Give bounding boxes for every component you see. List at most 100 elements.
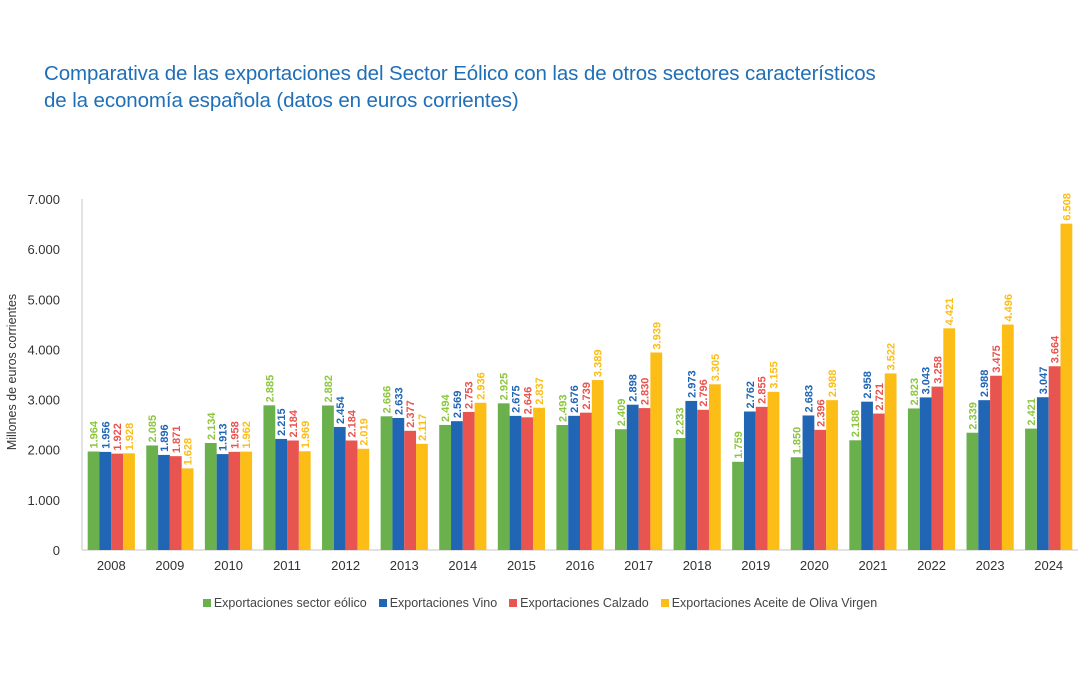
bar: [884, 373, 897, 550]
x-tick-label: 2009: [155, 558, 184, 573]
y-tick-label: 5.000: [27, 292, 60, 307]
data-label: 3.475: [991, 345, 1003, 373]
bar: [380, 416, 393, 550]
bar: [1060, 223, 1073, 551]
bar: [228, 451, 241, 550]
bar: [521, 417, 534, 550]
legend-item: Exportaciones Calzado: [509, 596, 649, 610]
bar: [861, 401, 873, 550]
bar: [1001, 324, 1014, 550]
x-tick-label: 2012: [331, 558, 360, 573]
bar: [697, 409, 709, 550]
bar: [533, 407, 546, 550]
data-label: 2.898: [628, 374, 640, 402]
y-tick-label: 1.000: [27, 493, 60, 508]
data-label: 2.796: [698, 379, 710, 407]
data-label: 2.184: [347, 409, 359, 437]
bar: [673, 438, 686, 550]
data-label: 2.988: [979, 370, 991, 398]
data-label: 2.885: [264, 375, 276, 403]
bar: [181, 468, 194, 550]
bar: [298, 451, 311, 550]
bar: [978, 400, 991, 550]
legend-label: Exportaciones Aceite de Oliva Virgen: [671, 596, 878, 610]
legend: Exportaciones sector eólico Exportaciones…: [0, 596, 1080, 610]
bar: [216, 454, 229, 550]
data-label: 1.956: [100, 421, 112, 449]
data-label: 2.683: [803, 385, 815, 413]
bar: [556, 424, 569, 550]
bar: [907, 408, 920, 550]
y-tick-label: 2.000: [27, 443, 60, 458]
x-tick-label: 2011: [273, 558, 301, 573]
bar: [392, 417, 405, 550]
x-tick-label: 2010: [214, 558, 243, 573]
data-label: 3.047: [1038, 367, 1050, 395]
bar: [943, 328, 956, 550]
data-label: 1.628: [183, 438, 195, 466]
data-label: 2.739: [581, 382, 593, 410]
bar: [650, 352, 663, 550]
bar: [919, 397, 932, 550]
bar: [743, 411, 756, 550]
data-label: 1.962: [241, 421, 253, 449]
legend-item: Exportaciones sector eólico: [202, 596, 367, 610]
legend-swatch: [202, 599, 211, 607]
bar: [1048, 366, 1061, 550]
bar: [638, 408, 651, 550]
data-label: 2.396: [815, 399, 827, 427]
x-tick-label: 2019: [741, 558, 770, 573]
bar: [451, 421, 463, 550]
data-label: 1.958: [229, 421, 241, 449]
bar: [240, 451, 253, 550]
bar: [204, 443, 217, 550]
y-axis-title: Millones de euros corrientes: [5, 294, 19, 450]
x-tick-label: 2016: [566, 558, 595, 573]
bar: [146, 445, 159, 550]
data-label: 2.837: [534, 377, 546, 405]
data-label: 1.913: [218, 424, 230, 452]
data-label: 2.134: [206, 412, 218, 440]
bar: [169, 456, 182, 550]
data-label: 2.676: [569, 385, 581, 413]
y-tick-label: 7.000: [27, 192, 60, 207]
data-label: 2.646: [522, 387, 534, 415]
data-label: 3.155: [768, 361, 780, 389]
bar: [275, 438, 288, 550]
data-label: 1.969: [300, 421, 312, 449]
data-label: 3.522: [886, 343, 898, 371]
data-label: 2.377: [405, 400, 417, 428]
legend-item: Exportaciones Vino: [378, 596, 497, 610]
bar: [872, 413, 885, 550]
bar: [814, 429, 827, 550]
bar: [990, 375, 1002, 550]
y-tick-label: 3.000: [27, 393, 60, 408]
data-label: 2.925: [499, 373, 511, 401]
legend-swatch: [660, 599, 669, 607]
bar: [497, 403, 510, 550]
x-tick-label: 2022: [917, 558, 946, 573]
data-label: 2.409: [616, 399, 628, 427]
data-label: 2.973: [686, 370, 698, 398]
bar: [755, 406, 768, 550]
bar: [614, 429, 627, 550]
y-tick-label: 0: [53, 543, 60, 558]
data-label: 1.871: [171, 426, 183, 454]
legend-label: Exportaciones Calzado: [520, 596, 649, 610]
bar: [685, 400, 698, 550]
legend-label: Exportaciones sector eólico: [213, 596, 367, 610]
data-label: 1.964: [89, 420, 101, 448]
data-label: 3.389: [593, 350, 605, 378]
data-label: 2.855: [757, 376, 769, 404]
chart-title-line-1: Comparativa de las exportaciones del Sec…: [44, 62, 876, 85]
chart-title: Comparativa de las exportaciones del Sec…: [44, 60, 1044, 114]
y-tick-label: 4.000: [27, 342, 60, 357]
bar: [322, 405, 334, 550]
bar: [708, 384, 721, 550]
bar: [1036, 397, 1049, 550]
data-label: 2.421: [1026, 398, 1038, 426]
data-label: 2.762: [745, 381, 757, 409]
bar: [87, 451, 100, 550]
bar: [474, 402, 487, 550]
